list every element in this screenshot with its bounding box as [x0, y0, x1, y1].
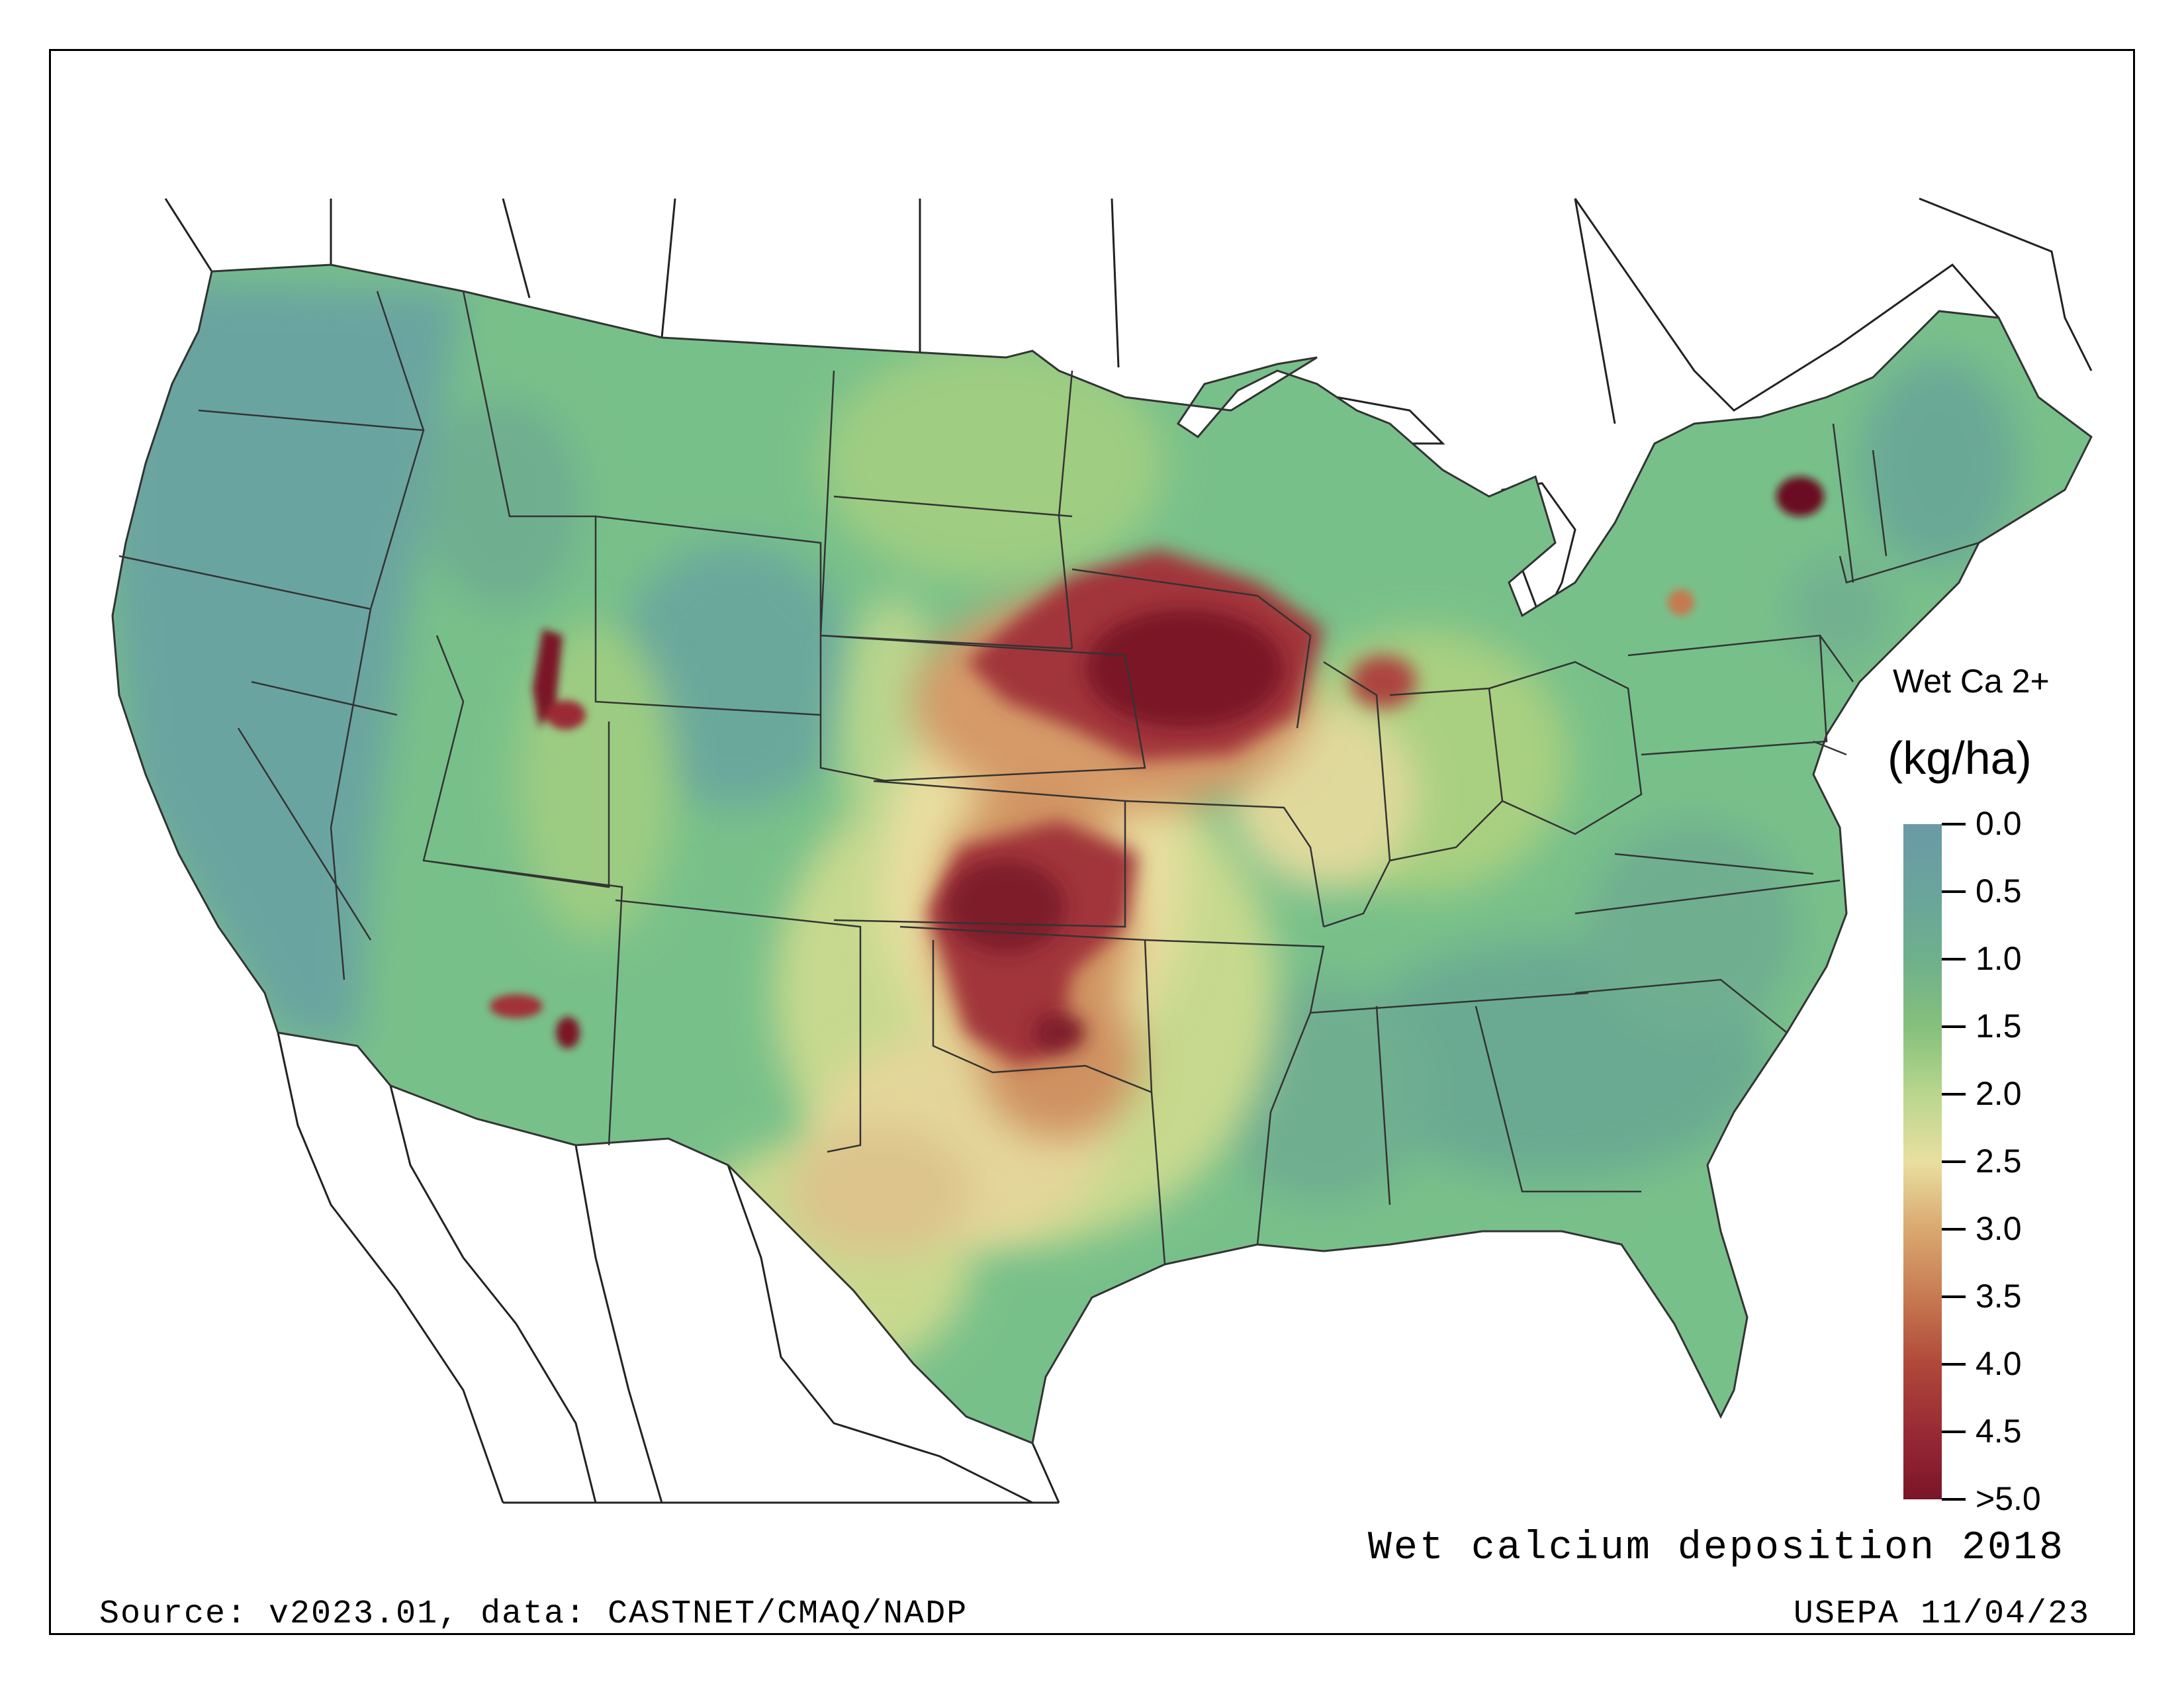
agency-date: USEPA 11/04/23 [1793, 1595, 2090, 1633]
legend-tick-mark [1942, 1025, 1966, 1028]
map-title: Wet calcium deposition 2018 [1367, 1526, 2065, 1571]
legend-tick-mark [1942, 1430, 1966, 1433]
source-note: Source: v2023.01, data: CASTNET/CMAQ/NAD… [99, 1595, 968, 1633]
legend-tick-label: 2.5 [1976, 1143, 2022, 1180]
legend-tick-mark [1942, 1228, 1966, 1231]
legend-tick-label: 4.0 [1976, 1345, 2022, 1382]
map-frame [49, 49, 2135, 1635]
legend-tick-label: 2.0 [1976, 1075, 2022, 1112]
legend-tick-mark [1942, 890, 1966, 893]
legend-tick-label: 1.5 [1976, 1008, 2022, 1045]
legend-title-units: (kg/ha) [1888, 732, 2032, 784]
legend-tick-mark [1942, 1363, 1966, 1366]
legend-tick-label: 3.5 [1976, 1278, 2022, 1315]
legend-tick-label: 4.5 [1976, 1413, 2022, 1450]
legend-tick-mark [1942, 1295, 1966, 1298]
legend-tick-mark [1942, 823, 1966, 825]
legend-tick-mark [1942, 1498, 1966, 1501]
legend-tick-mark [1942, 1093, 1966, 1096]
state-boundaries [111, 263, 2093, 1445]
legend-title-variable: Wet Ca 2+ [1893, 663, 2050, 700]
legend-tick-label: 3.0 [1976, 1210, 2022, 1247]
legend-tick-mark [1942, 958, 1966, 961]
legend-tick-label: 0.5 [1976, 872, 2022, 910]
legend-tick-label: 1.0 [1976, 940, 2022, 977]
legend-colorbar [1903, 824, 1942, 1499]
legend-tick-label: 0.0 [1976, 805, 2022, 842]
neighboring-country-outlines [164, 197, 2093, 1504]
legend-tick-label: >5.0 [1976, 1480, 2041, 1517]
legend-tick-mark [1942, 1160, 1966, 1163]
